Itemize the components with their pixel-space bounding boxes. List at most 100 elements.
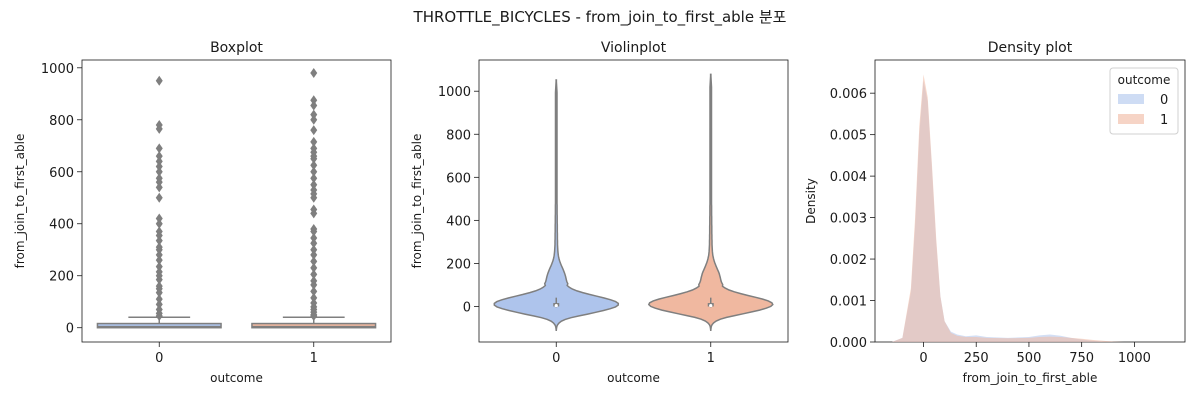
outlier-point	[310, 256, 318, 267]
y-tick-label: 400	[446, 214, 471, 229]
outlier-point	[155, 166, 163, 177]
axes-frame	[81, 59, 392, 343]
outlier-point	[310, 179, 318, 190]
outlier-point	[310, 286, 318, 297]
y-tick-label: 0.004	[830, 170, 867, 185]
legend-swatch-1	[1118, 114, 1144, 124]
y-tick-label: 200	[49, 270, 74, 285]
outlier-point	[310, 292, 318, 303]
outlier-point	[310, 100, 318, 111]
outlier-point	[310, 244, 318, 255]
outlier-point	[155, 294, 163, 305]
density-panel: 0 250 500 750 1000 0.000 0.001 0.002 0.003 0.004 0…	[804, 40, 1186, 385]
outlier-point	[310, 125, 318, 136]
outlier-point	[155, 311, 163, 322]
outlier-point	[155, 218, 163, 229]
outlier-point	[155, 230, 163, 241]
y-tick-label: 1000	[438, 85, 471, 100]
violin-median-point	[554, 304, 558, 308]
axes-frame	[478, 59, 789, 343]
y-tick-label: 0.006	[830, 87, 867, 102]
x-tick-label: 1	[310, 351, 318, 366]
violin-body	[647, 73, 774, 331]
outlier-point	[310, 262, 318, 273]
y-axis-label: Density	[804, 178, 818, 224]
outlier-point	[310, 173, 318, 184]
y-tick-label: 600	[446, 171, 471, 186]
outlier-point	[310, 67, 318, 78]
outlier-point	[155, 299, 163, 310]
y-tick-label: 0.000	[830, 336, 867, 351]
outlier-point	[310, 226, 318, 237]
y-tick-label: 0.002	[830, 253, 867, 268]
outlier-point	[310, 114, 318, 125]
outlier-point	[310, 192, 318, 203]
figure-suptitle: THROTTLE_BICYCLES - from_join_to_first_a…	[413, 8, 787, 27]
x-axis-label: from_join_to_first_able	[963, 371, 1098, 385]
outlier-point	[155, 213, 163, 224]
outlier-point	[310, 95, 318, 106]
y-tick-label: 600	[49, 166, 74, 181]
outlier-point	[155, 235, 163, 246]
y-tick-label: 400	[49, 218, 74, 233]
outlier-point	[310, 311, 318, 322]
outlier-point	[155, 123, 163, 134]
outlier-point	[155, 156, 163, 167]
panel-title: Boxplot	[210, 40, 263, 56]
y-axis-label: from_join_to_first_able	[13, 134, 27, 269]
x-tick-label: 750	[1069, 351, 1094, 366]
outlier-point	[155, 249, 163, 260]
legend-title: outcome	[1118, 73, 1171, 87]
legend-label-1: 1	[1160, 113, 1168, 128]
outlier-point	[310, 208, 318, 219]
outlier-point	[155, 244, 163, 255]
x-tick-label: 250	[964, 351, 989, 366]
outlier-point	[155, 255, 163, 266]
outlier-point	[310, 269, 318, 280]
x-tick-label: 0	[919, 351, 927, 366]
outlier-point	[310, 279, 318, 290]
y-axis-label: from_join_to_first_able	[410, 134, 424, 269]
density-area-1	[891, 74, 1135, 342]
outlier-point	[310, 233, 318, 244]
box-body	[251, 322, 377, 329]
outlier-point	[310, 136, 318, 147]
outlier-point	[155, 161, 163, 172]
outlier-point	[155, 287, 163, 298]
outlier-point	[310, 153, 318, 164]
x-tick-label: 0	[155, 351, 163, 366]
outlier-point	[155, 182, 163, 193]
outlier-point	[155, 261, 163, 272]
y-tick-label: 0	[66, 322, 74, 337]
x-tick-label: 500	[1017, 351, 1042, 366]
y-tick-label: 800	[446, 128, 471, 143]
outlier-point	[310, 166, 318, 177]
y-tick-label: 1000	[41, 62, 74, 77]
x-tick-label: 0	[552, 351, 560, 366]
x-axis-label: outcome	[607, 371, 660, 385]
outlier-point	[155, 274, 163, 285]
panel-title: Violinplot	[601, 40, 667, 56]
outlier-point	[310, 160, 318, 171]
x-axis-label: outcome	[210, 371, 263, 385]
x-tick-label: 1	[707, 351, 715, 366]
outlier-point	[155, 143, 163, 154]
y-tick-label: 800	[49, 114, 74, 129]
box-body	[96, 322, 222, 329]
outlier-point	[310, 109, 318, 120]
outlier-point	[310, 249, 318, 260]
y-tick-label: 0	[463, 300, 471, 315]
y-tick-label: 0.003	[830, 212, 867, 227]
outlier-point	[155, 177, 163, 188]
panel-title: Density plot	[988, 40, 1073, 56]
y-tick-label: 200	[446, 257, 471, 272]
x-tick-label: 1000	[1118, 351, 1151, 366]
legend-swatch-0	[1118, 94, 1144, 104]
legend-label-0: 0	[1160, 93, 1168, 108]
violin-body	[493, 79, 620, 331]
violin-median-point	[709, 304, 713, 308]
outlier-point	[155, 192, 163, 203]
outlier-point	[310, 238, 318, 249]
violinplot-panel: 0 1 0 200 400 600 800 1000 Violinplot outcome from…	[410, 40, 789, 385]
